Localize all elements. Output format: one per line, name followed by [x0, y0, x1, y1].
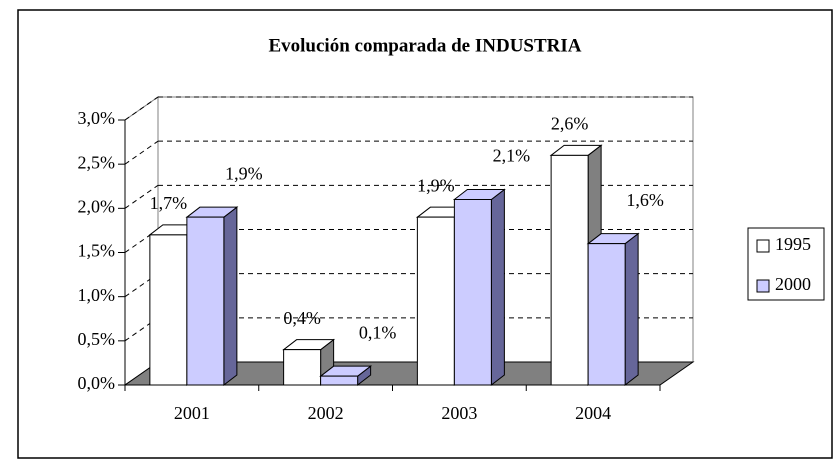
- bar-face: [453, 199, 492, 386]
- legend-label: 1995: [775, 234, 811, 254]
- x-tick-label: 2002: [308, 403, 344, 423]
- grid-line-side: [124, 317, 159, 342]
- bar: [452, 188, 506, 387]
- bar-face: [416, 216, 455, 386]
- x-tick-label: 2001: [174, 403, 210, 423]
- legend-label: 2000: [775, 274, 811, 294]
- bar-face: [186, 216, 225, 386]
- grid-line-side: [124, 273, 159, 298]
- value-label: 1,7%: [150, 193, 188, 213]
- y-tick-label: 0,5%: [78, 329, 116, 349]
- legend-swatch: [756, 239, 770, 253]
- bar: [319, 365, 373, 387]
- value-label: 0,1%: [359, 322, 397, 342]
- y-tick-label: 3,0%: [78, 108, 116, 128]
- y-tick-label: 2,5%: [78, 152, 116, 172]
- bar-face: [223, 206, 238, 387]
- value-label: 1,6%: [626, 190, 664, 210]
- bar-face: [490, 188, 505, 387]
- grid-line-side: [124, 229, 159, 253]
- y-tick-label: 2,0%: [78, 196, 116, 216]
- value-label: 2,1%: [493, 146, 531, 166]
- bar: [282, 338, 336, 387]
- value-label: 0,4%: [283, 308, 321, 328]
- x-tick-label: 2004: [575, 403, 611, 423]
- grid-line-side: [124, 96, 159, 121]
- grid-line-side: [124, 140, 159, 165]
- value-label: 1,9%: [417, 175, 455, 195]
- chart-title: Evolución comparada de INDUSTRIA: [268, 35, 581, 56]
- value-label: 2,6%: [551, 113, 589, 133]
- bar-face: [149, 234, 188, 386]
- value-label: 1,9%: [225, 163, 263, 183]
- y-tick-label: 1,0%: [78, 285, 116, 305]
- bar-face: [283, 349, 322, 386]
- bar-face: [320, 375, 359, 386]
- bar-face: [550, 154, 589, 386]
- bar: [586, 232, 640, 387]
- x-tick-label: 2003: [441, 403, 477, 423]
- legend-swatch: [756, 279, 770, 293]
- bar: [185, 206, 239, 387]
- bar-face: [587, 243, 626, 386]
- bar-face: [624, 232, 639, 387]
- grid-line-side: [124, 184, 159, 209]
- y-tick-label: 0,0%: [78, 373, 116, 393]
- y-tick-label: 1,5%: [78, 241, 116, 261]
